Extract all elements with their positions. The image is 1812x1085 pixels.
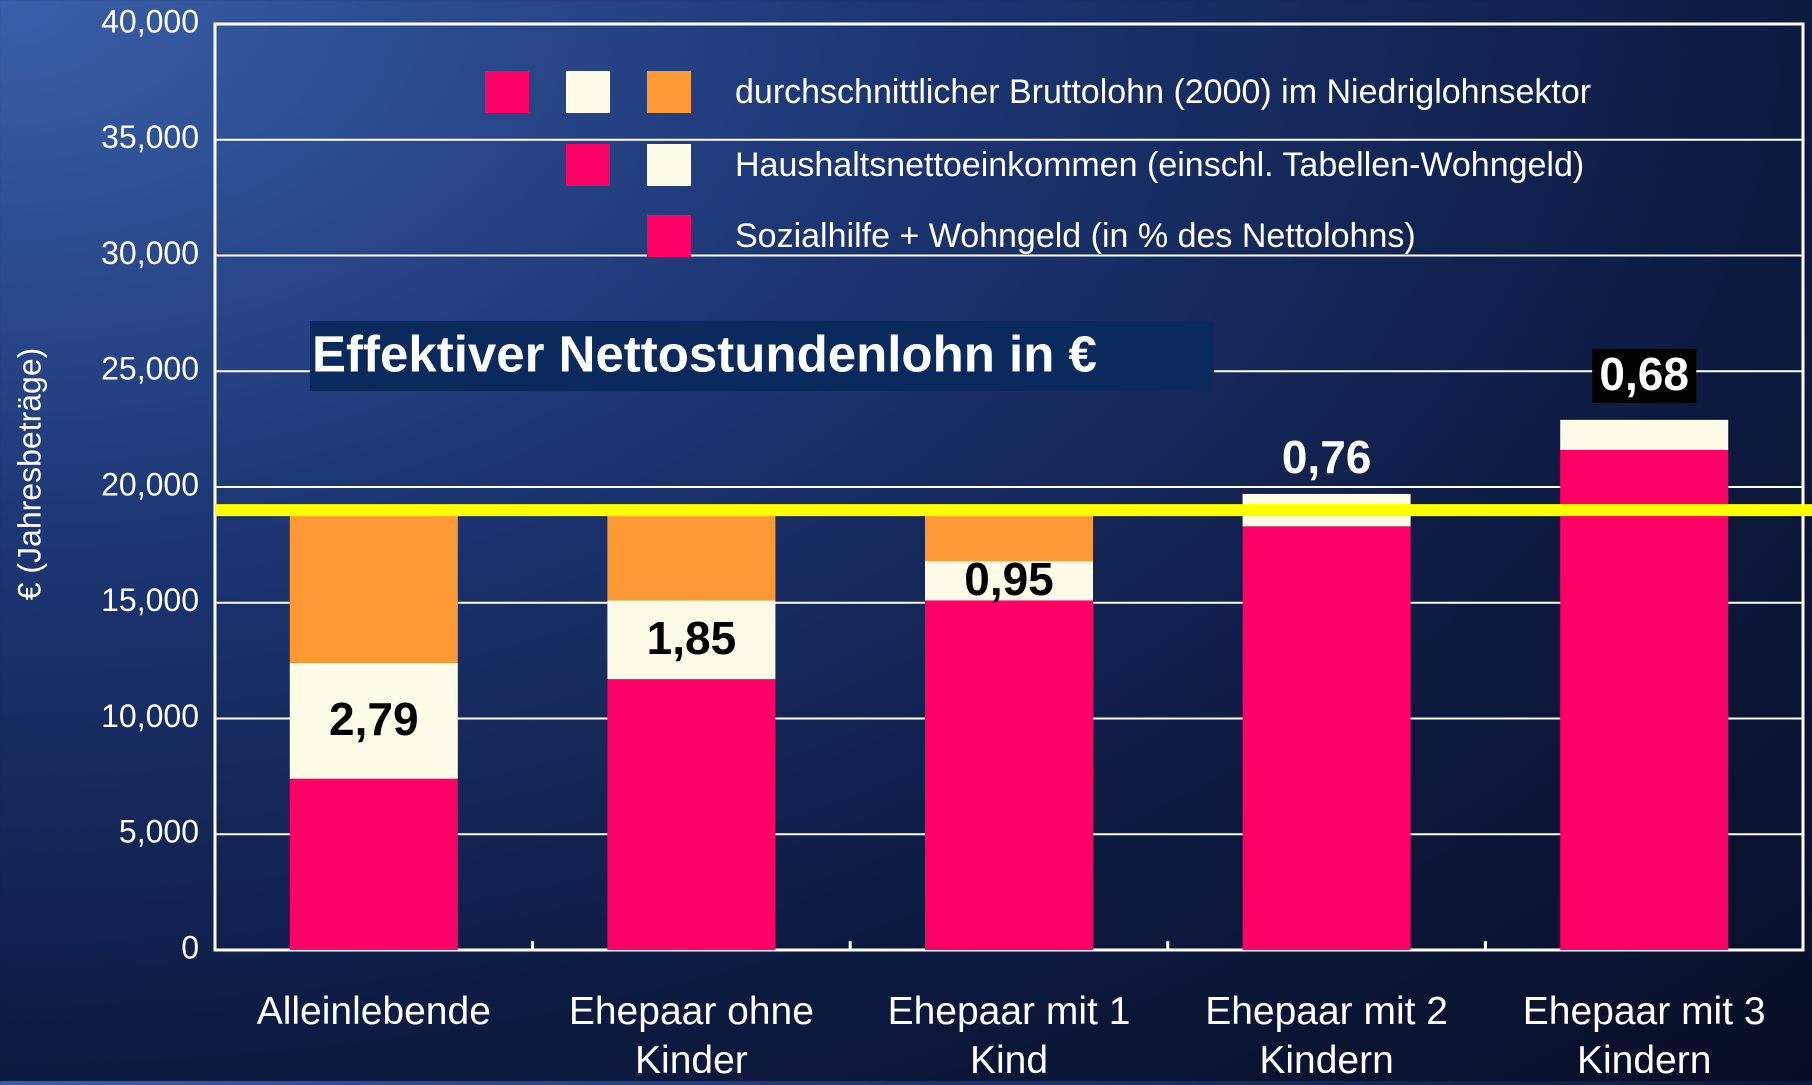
annotation-label: 1,85	[647, 612, 737, 664]
bar-segment	[607, 679, 776, 950]
annotation-title: Effektiver Nettostundenlohn in €	[312, 325, 1097, 382]
bar-segment	[1560, 419, 1729, 450]
x-tick-label: Ehepaar mit 2 Kindern	[1205, 990, 1448, 1082]
annotation-label: 0,95	[964, 553, 1054, 605]
bar-segment	[607, 510, 776, 601]
annotation-label: 0,76	[1282, 431, 1372, 483]
legend-label: durchschnittlicher Bruttolohn (2000) im …	[735, 73, 1591, 111]
annotation-label: 2,79	[329, 693, 419, 745]
bar-segment	[289, 662, 458, 779]
y-tick-label: 25,000	[101, 351, 199, 387]
annotation-title-box	[310, 321, 1214, 391]
y-axis-label: € (Jahresbeträge)	[11, 348, 47, 601]
bar-segment	[607, 600, 776, 680]
legend-label: Haushaltsnettoeinkommen (einschl. Tabell…	[735, 146, 1584, 184]
bar-segment	[925, 510, 1093, 562]
bar-segment	[289, 778, 458, 950]
bar-segment	[1560, 449, 1729, 950]
y-tick-label: 35,000	[101, 119, 199, 155]
legend-swatch	[647, 71, 691, 113]
x-tick-label: Ehepaar mit 3 Kindern	[1522, 990, 1766, 1082]
y-tick-label: 40,000	[101, 3, 199, 39]
y-tick-label: 0	[181, 929, 199, 965]
annotation-label: 0,68	[1599, 348, 1689, 400]
bar-segment	[925, 561, 1093, 601]
bar-segment	[289, 510, 458, 663]
y-tick-label: 10,000	[101, 698, 199, 734]
annotation-label-box	[1592, 348, 1697, 403]
y-tick-label: 20,000	[101, 466, 199, 502]
y-tick-label: 15,000	[101, 582, 199, 618]
legend-swatch	[566, 71, 610, 113]
y-tick-label: 5,000	[119, 814, 199, 850]
bar-segment	[1242, 526, 1411, 950]
legend-swatch	[647, 215, 691, 257]
legend-swatch	[485, 71, 529, 113]
bar-segment	[925, 600, 1093, 950]
x-tick-label: Ehepaar mit 1 Kind	[887, 990, 1131, 1082]
legend-swatch	[647, 144, 691, 186]
legend-label: Sozialhilfe + Wohngeld (in % des Nettolo…	[735, 217, 1416, 255]
x-tick-label: Ehepaar ohne Kinder	[568, 990, 814, 1082]
y-tick-label: 30,000	[101, 235, 199, 271]
legend-swatch	[566, 144, 610, 186]
x-tick-label: Alleinlebende	[256, 990, 491, 1033]
